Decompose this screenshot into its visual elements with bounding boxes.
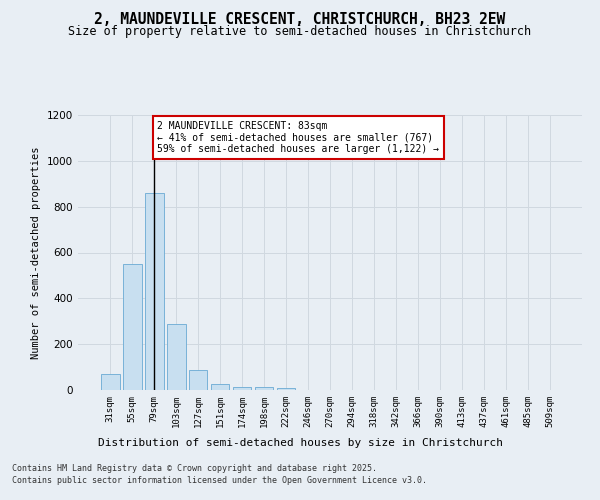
Text: Contains HM Land Registry data © Crown copyright and database right 2025.: Contains HM Land Registry data © Crown c… <box>12 464 377 473</box>
Bar <box>277 388 295 390</box>
Bar <box>255 387 274 390</box>
Bar <box>167 324 185 390</box>
Bar <box>145 193 164 390</box>
Bar <box>101 374 119 390</box>
Bar <box>211 384 229 390</box>
Y-axis label: Number of semi-detached properties: Number of semi-detached properties <box>31 146 41 359</box>
Text: Size of property relative to semi-detached houses in Christchurch: Size of property relative to semi-detach… <box>68 25 532 38</box>
Text: Distribution of semi-detached houses by size in Christchurch: Distribution of semi-detached houses by … <box>97 438 503 448</box>
Bar <box>123 264 142 390</box>
Bar <box>189 370 208 390</box>
Bar <box>233 386 251 390</box>
Text: 2 MAUNDEVILLE CRESCENT: 83sqm
← 41% of semi-detached houses are smaller (767)
59: 2 MAUNDEVILLE CRESCENT: 83sqm ← 41% of s… <box>157 120 439 154</box>
Text: Contains public sector information licensed under the Open Government Licence v3: Contains public sector information licen… <box>12 476 427 485</box>
Text: 2, MAUNDEVILLE CRESCENT, CHRISTCHURCH, BH23 2EW: 2, MAUNDEVILLE CRESCENT, CHRISTCHURCH, B… <box>94 12 506 28</box>
